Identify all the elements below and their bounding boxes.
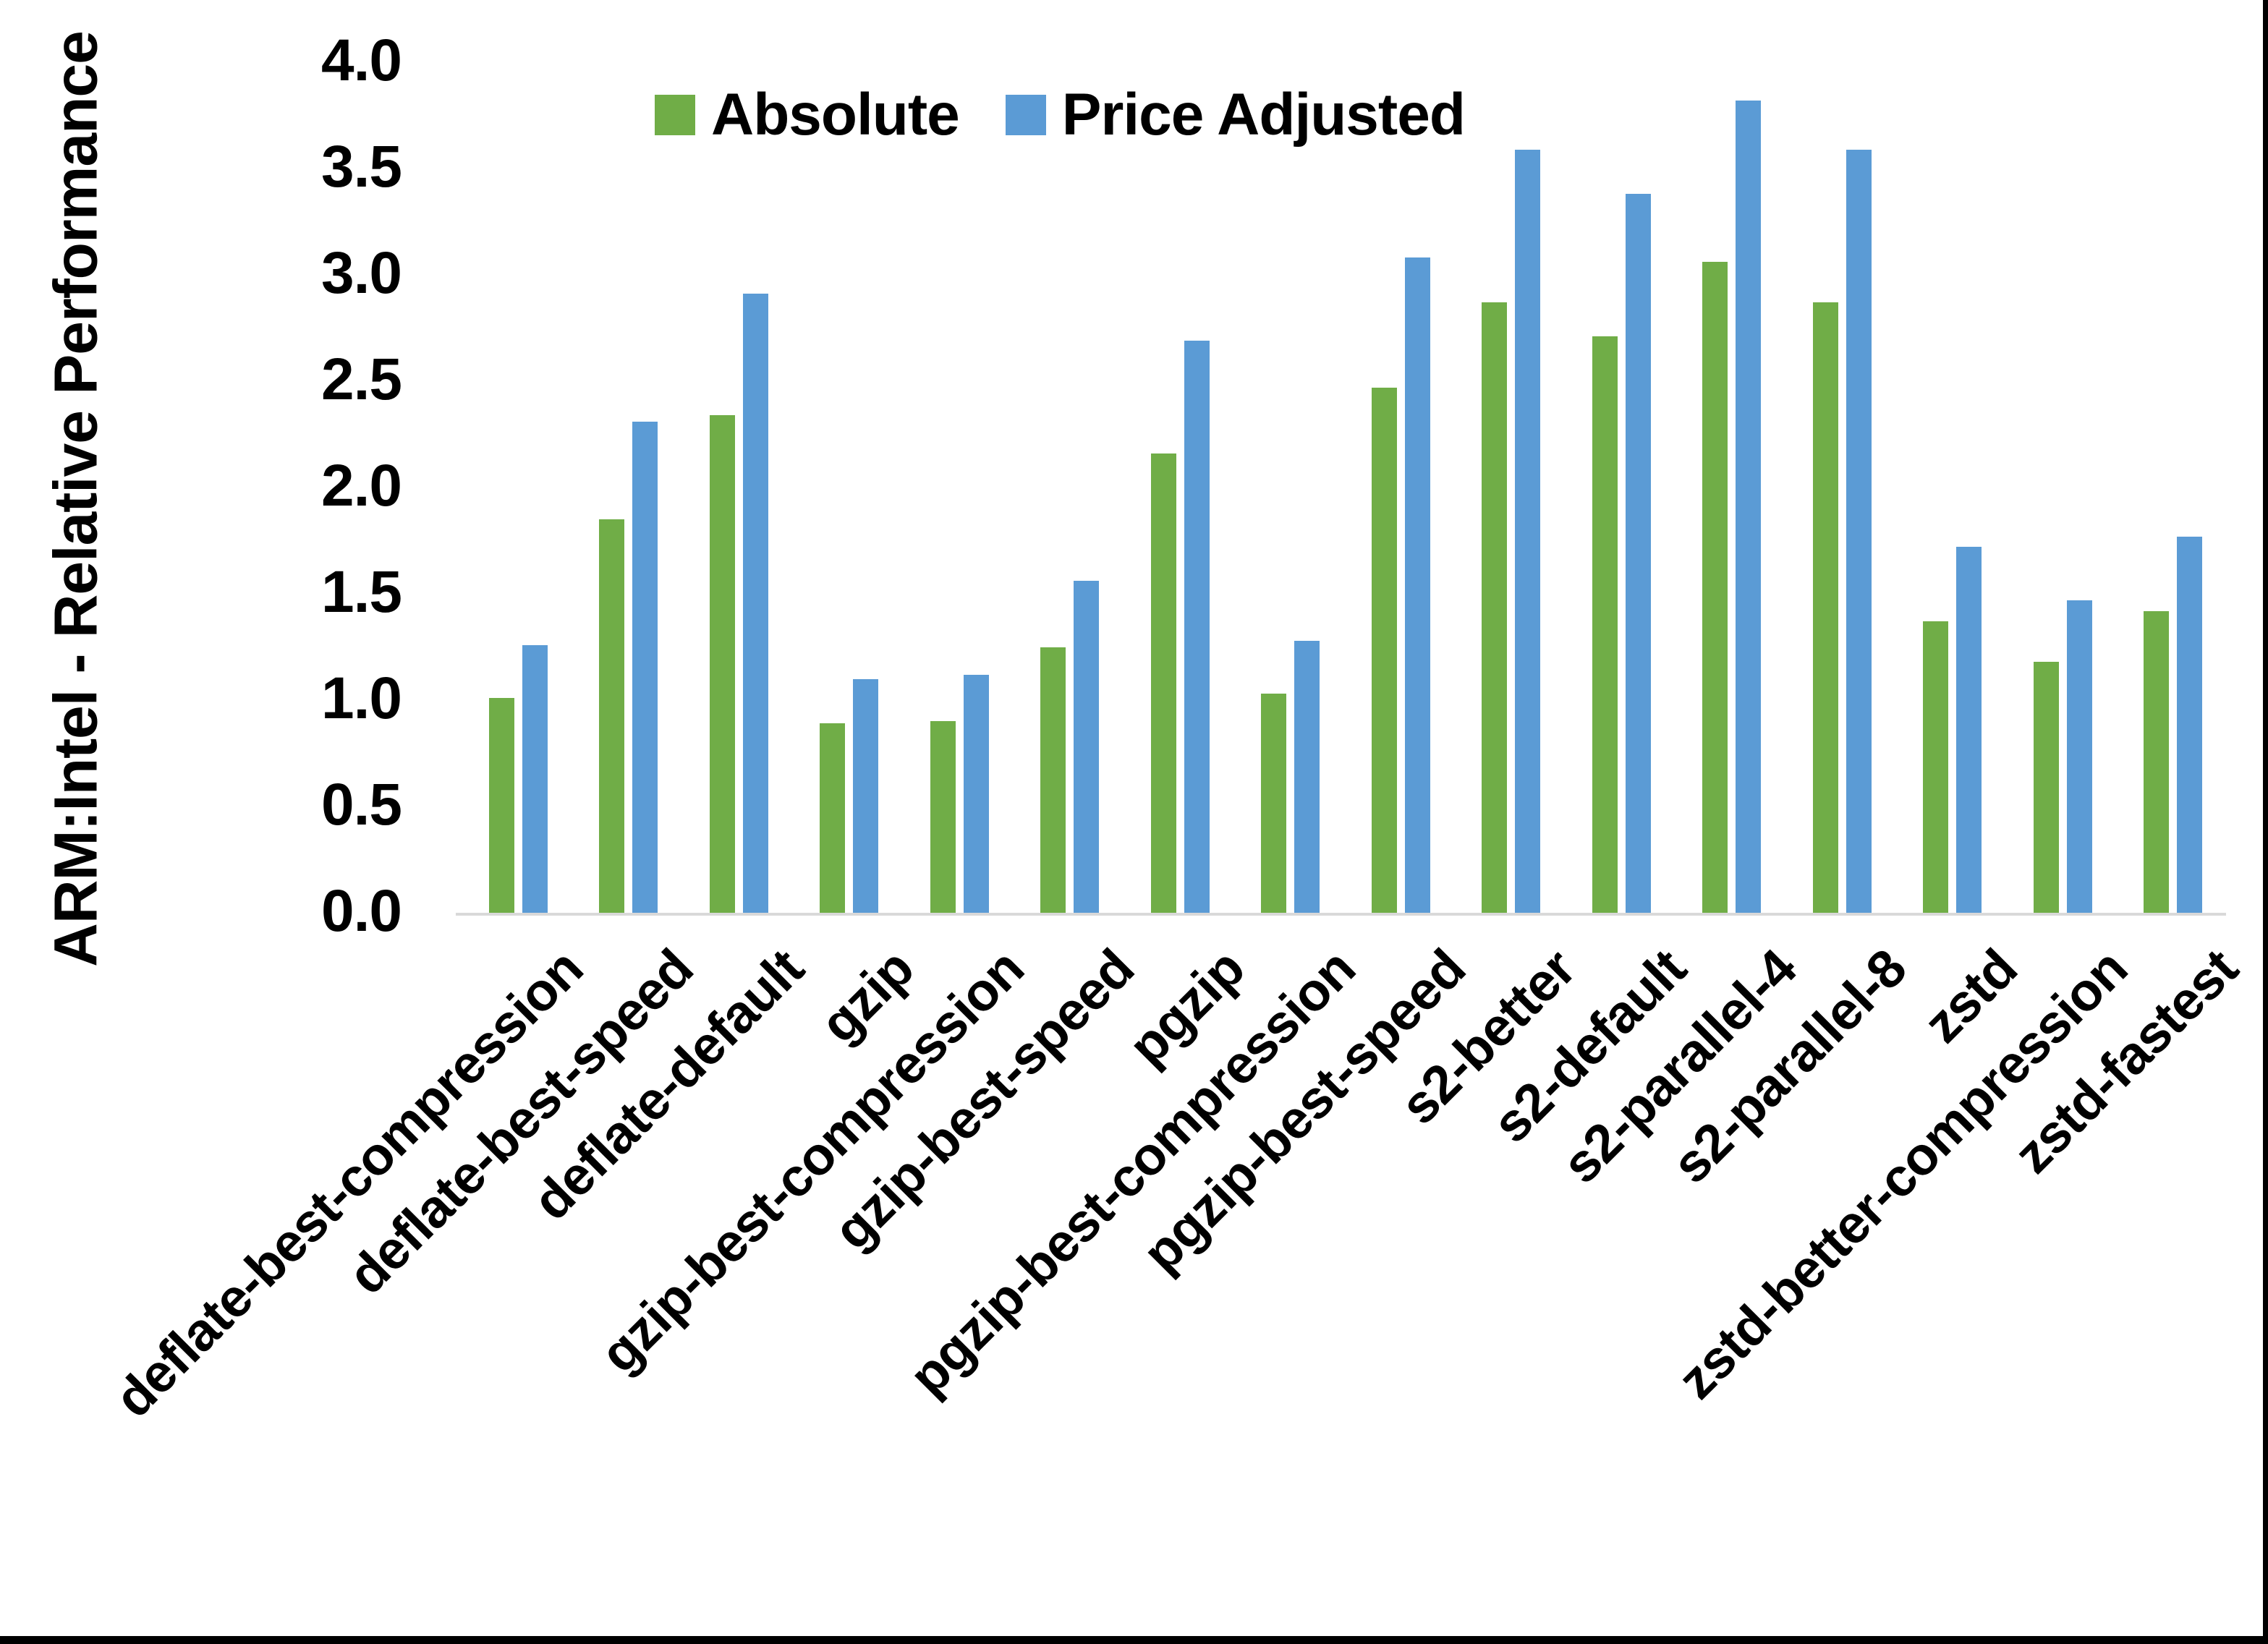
bar-price-adjusted-s2-default [1625, 194, 1651, 913]
bar-absolute-s2-parallel-8 [1812, 302, 1838, 913]
y-tick-label-3.0: 3.0 [321, 240, 402, 307]
bar-group-pgzip-best-compression [1236, 62, 1346, 913]
bar-group-gzip-best-speed [1015, 62, 1126, 913]
bar-group-deflate-best-compression [463, 62, 574, 913]
bar-group-s2-parallel-4 [1677, 62, 1788, 913]
legend-swatch-absolute [655, 95, 695, 135]
legend-item-price-adjusted: Price Adjusted [1005, 81, 1466, 149]
bar-price-adjusted-deflate-best-speed [632, 421, 658, 913]
bar-price-adjusted-s2-parallel-4 [1736, 100, 1762, 913]
bar-absolute-pgzip [1150, 453, 1176, 913]
legend-label-absolute: Absolute [711, 82, 960, 148]
bar-group-pgzip [1125, 62, 1236, 913]
bar-absolute-gzip-best-compression [930, 721, 956, 913]
bar-group-gzip-best-compression [904, 62, 1015, 913]
bar-absolute-pgzip-best-compression [1261, 694, 1287, 913]
bar-price-adjusted-pgzip-best-speed [1404, 257, 1430, 913]
bar-group-gzip [794, 62, 905, 913]
bar-group-s2-parallel-8 [1787, 62, 1898, 913]
bar-group-zstd-better-compression [2008, 62, 2118, 913]
bar-price-adjusted-zstd [1956, 547, 1982, 913]
bar-price-adjusted-s2-better [1515, 149, 1541, 913]
bar-absolute-deflate-best-speed [599, 519, 625, 913]
x-axis-line [456, 913, 2226, 916]
screenshot-bottom-border [0, 1636, 2268, 1644]
bar-absolute-deflate-default [709, 415, 735, 913]
legend-item-absolute: Absolute [655, 81, 960, 149]
bar-group-pgzip-best-speed [1346, 62, 1456, 913]
bar-price-adjusted-s2-parallel-8 [1846, 149, 1872, 913]
legend-label-price-adjusted: Price Adjusted [1061, 82, 1466, 148]
bar-absolute-s2-parallel-4 [1702, 262, 1728, 913]
screenshot-right-border [2263, 0, 2268, 1644]
bar-absolute-s2-better [1482, 302, 1508, 913]
plot-area [463, 62, 2228, 913]
bar-price-adjusted-zstd-fastest [2177, 536, 2203, 913]
bar-group-zstd [1898, 62, 2008, 913]
bar-group-s2-default [1566, 62, 1677, 913]
bar-group-deflate-best-speed [574, 62, 684, 913]
y-tick-label-1.5: 1.5 [321, 559, 402, 626]
y-tick-label-0.5: 0.5 [321, 772, 402, 838]
bar-price-adjusted-gzip-best-compression [963, 674, 989, 913]
y-tick-label-2.0: 2.0 [321, 453, 402, 519]
y-axis-title: ARM:Intel - Relative Performance [41, 31, 110, 967]
bar-price-adjusted-gzip-best-speed [1074, 581, 1100, 913]
bar-price-adjusted-deflate-best-compression [522, 644, 548, 913]
y-tick-label-4.0: 4.0 [321, 27, 402, 94]
bar-price-adjusted-pgzip [1184, 341, 1210, 913]
bar-price-adjusted-gzip [853, 678, 879, 913]
bar-absolute-zstd-fastest [2144, 610, 2170, 913]
bar-group-deflate-default [684, 62, 794, 913]
bar-price-adjusted-zstd-better-compression [2066, 600, 2092, 913]
y-tick-label-0.0: 0.0 [321, 878, 402, 945]
bar-group-zstd-fastest [2118, 62, 2229, 913]
bar-absolute-s2-default [1592, 336, 1618, 913]
y-tick-label-3.5: 3.5 [321, 134, 402, 200]
bar-absolute-gzip [820, 723, 846, 913]
y-tick-label-2.5: 2.5 [321, 346, 402, 413]
bar-absolute-zstd [1923, 621, 1949, 913]
legend: Absolute Price Adjusted [655, 81, 1466, 149]
bar-price-adjusted-pgzip-best-compression [1294, 640, 1320, 913]
bar-group-s2-better [1456, 62, 1567, 913]
bar-absolute-zstd-better-compression [2033, 662, 2059, 913]
bar-absolute-gzip-best-speed [1040, 647, 1066, 913]
bar-absolute-deflate-best-compression [488, 698, 514, 913]
bar-price-adjusted-deflate-default [742, 294, 768, 913]
y-tick-label-1.0: 1.0 [321, 665, 402, 732]
bar-absolute-pgzip-best-speed [1371, 387, 1397, 913]
legend-swatch-price-adjusted [1005, 95, 1046, 135]
